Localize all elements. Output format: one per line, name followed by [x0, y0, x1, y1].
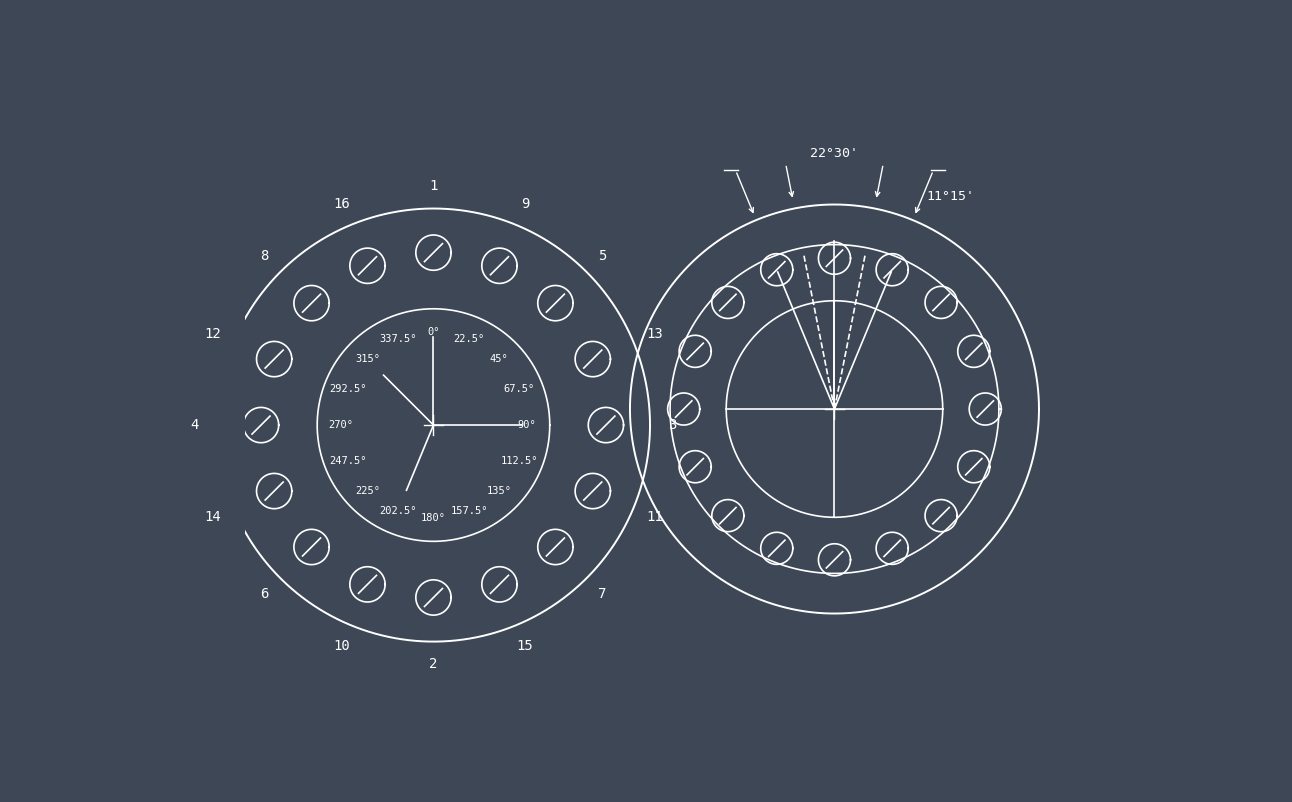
Text: 0°: 0° — [428, 327, 439, 337]
Text: 12: 12 — [204, 326, 221, 341]
Text: 45°: 45° — [490, 354, 509, 364]
Text: 247.5°: 247.5° — [328, 456, 366, 466]
Text: 225°: 225° — [355, 486, 380, 496]
Text: 1: 1 — [429, 179, 438, 193]
Text: 157.5°: 157.5° — [451, 506, 488, 516]
Text: 67.5°: 67.5° — [504, 384, 535, 395]
Text: 6: 6 — [260, 587, 269, 601]
Text: 202.5°: 202.5° — [379, 506, 416, 516]
Text: 11°15': 11°15' — [926, 190, 974, 203]
Text: 16: 16 — [333, 197, 350, 211]
Text: 180°: 180° — [421, 513, 446, 523]
Text: 7: 7 — [598, 587, 607, 601]
Text: 337.5°: 337.5° — [379, 334, 416, 344]
Text: 22°30': 22°30' — [810, 147, 858, 160]
Text: 8: 8 — [260, 249, 269, 263]
Text: 270°: 270° — [328, 420, 353, 430]
Text: 135°: 135° — [487, 486, 512, 496]
Text: 2: 2 — [429, 657, 438, 671]
Text: 315°: 315° — [355, 354, 380, 364]
Text: 9: 9 — [521, 197, 530, 211]
Text: 11: 11 — [646, 509, 663, 524]
Text: 10: 10 — [333, 639, 350, 653]
Text: 90°: 90° — [517, 420, 536, 430]
Text: 13: 13 — [646, 326, 663, 341]
Text: 5: 5 — [598, 249, 607, 263]
Text: 14: 14 — [204, 509, 221, 524]
Text: 3: 3 — [668, 418, 677, 432]
Text: 112.5°: 112.5° — [501, 456, 539, 466]
Text: 292.5°: 292.5° — [328, 384, 366, 395]
Text: 15: 15 — [517, 639, 534, 653]
Text: 4: 4 — [190, 418, 199, 432]
Text: 22.5°: 22.5° — [453, 334, 484, 344]
